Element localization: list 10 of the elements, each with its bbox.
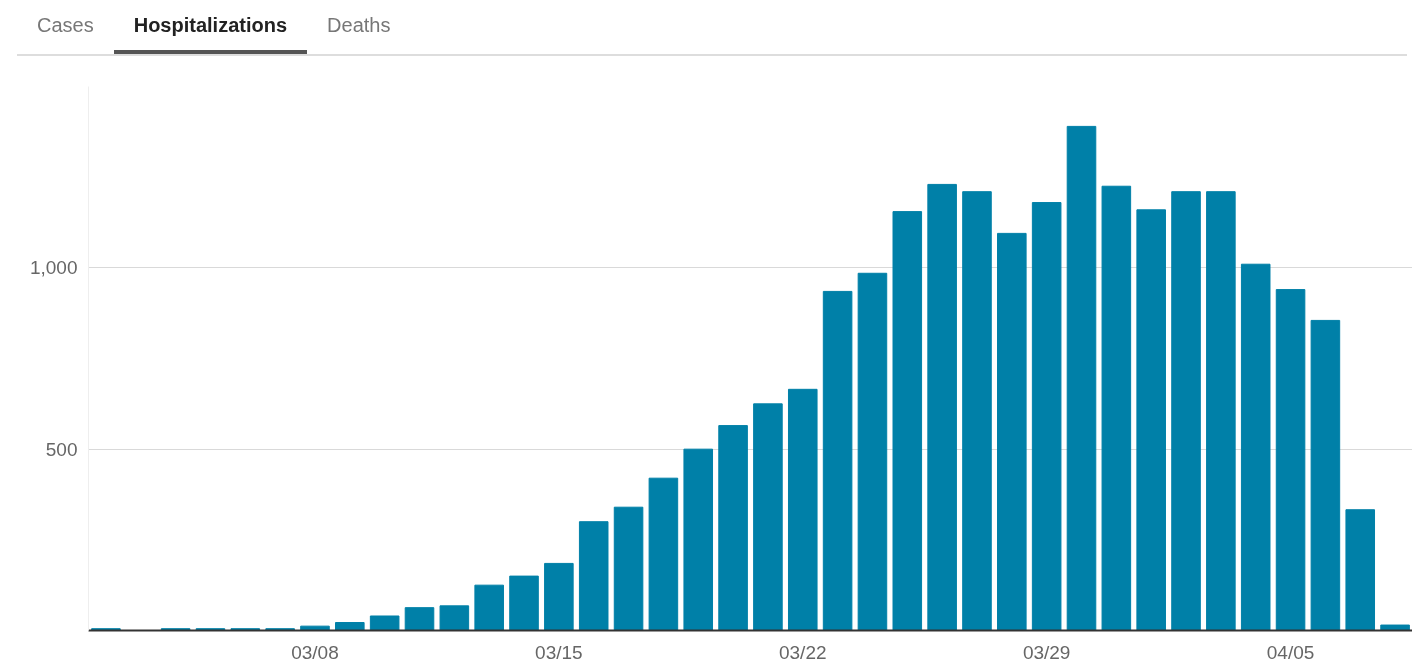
chart-title: Hospitalizations	[113, 11, 308, 54]
x-tick-label: 03/15	[535, 641, 583, 663]
x-tick-label: 03/08	[291, 641, 339, 663]
y-tick-label: 1,000	[29, 257, 78, 279]
y-tick-label: 500	[45, 438, 78, 460]
x-tick-label: 03/22	[778, 641, 827, 663]
text: Cases	[36, 13, 95, 38]
x-tick-label: 04/05	[1266, 641, 1315, 663]
text: Deaths	[326, 13, 392, 38]
x-tick-label: 03/29	[1022, 641, 1071, 663]
